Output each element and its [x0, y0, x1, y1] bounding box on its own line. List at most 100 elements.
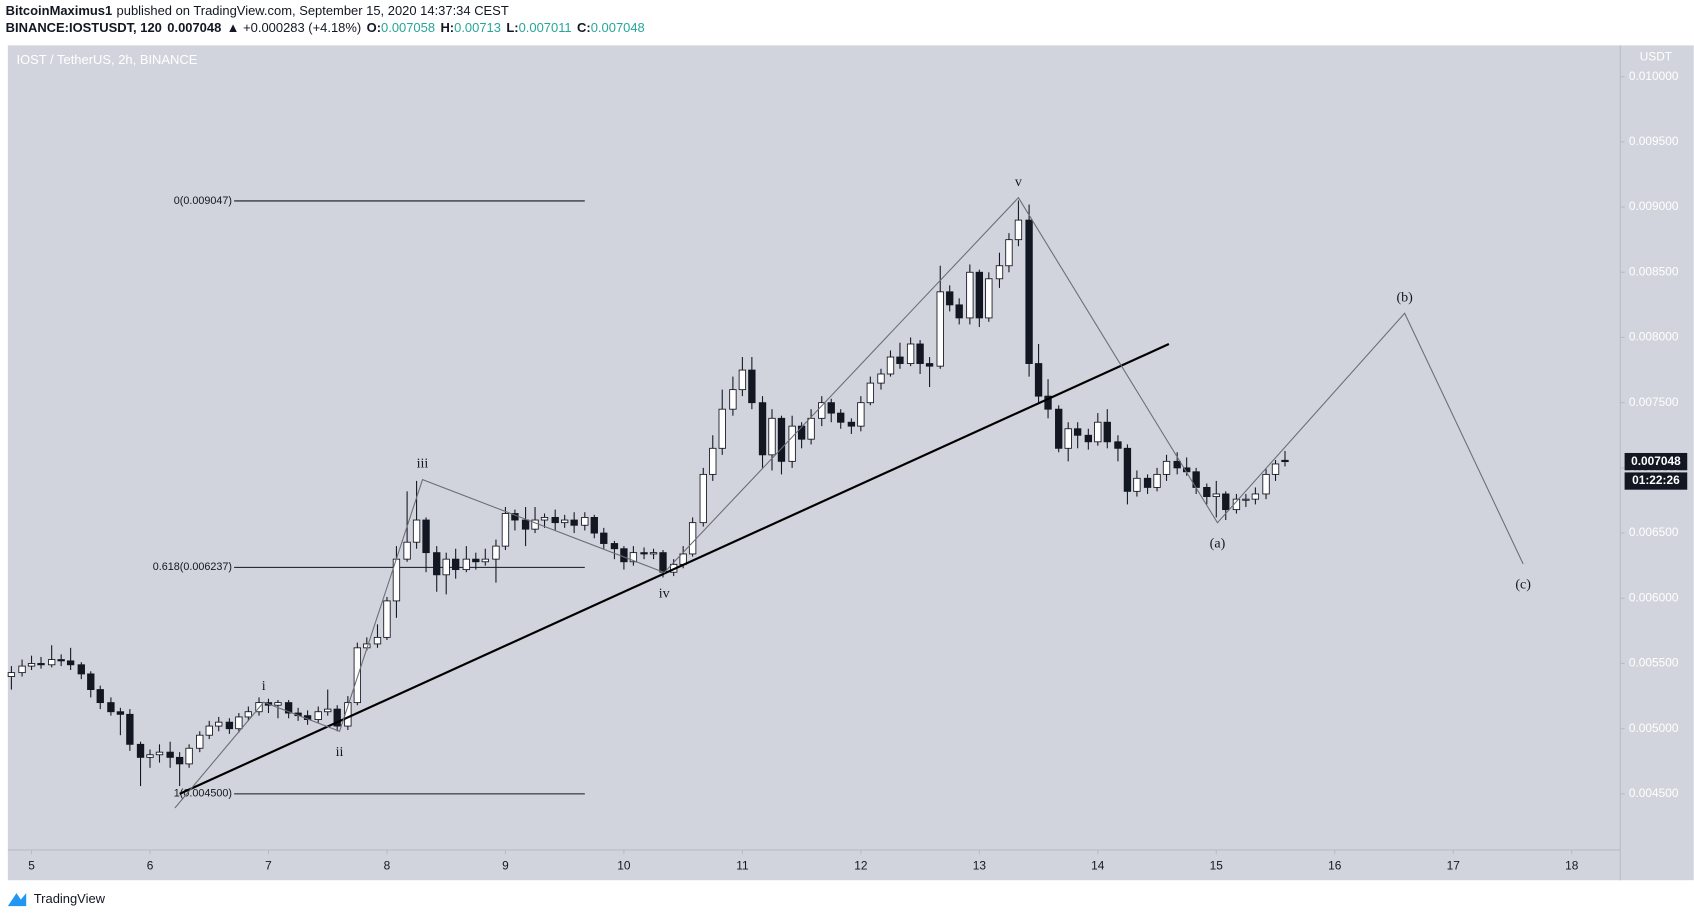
- candle-body: [758, 402, 767, 456]
- candle-body: [403, 541, 411, 560]
- candle-body: [946, 291, 954, 306]
- candle-body: [1251, 493, 1260, 500]
- wave-label: iv: [659, 585, 671, 601]
- c-label: C:: [577, 21, 591, 36]
- candle-body: [373, 636, 382, 645]
- o-label: O:: [367, 21, 381, 36]
- candle-body: [729, 389, 737, 410]
- candle-body: [205, 725, 213, 736]
- x-tick-label: 17: [1447, 858, 1460, 872]
- trendline: [179, 343, 1170, 795]
- candle-body: [235, 716, 243, 730]
- candle-body: [442, 558, 450, 576]
- wave-path: [174, 196, 1524, 809]
- last-price: 0.007048: [167, 21, 221, 36]
- candle-body: [857, 402, 865, 427]
- candle-body: [649, 552, 658, 555]
- close-value: 0.007048: [591, 21, 645, 36]
- candle-body: [155, 751, 164, 756]
- candle-body: [847, 421, 856, 427]
- candle-body: [185, 747, 193, 765]
- x-tick-label: 18: [1565, 858, 1579, 872]
- y-tick-label: 0.009000: [1629, 199, 1679, 213]
- candle-body: [284, 702, 293, 714]
- candle-body: [1153, 473, 1161, 488]
- candle-body: [827, 402, 835, 414]
- candle-body: [1271, 463, 1280, 475]
- candle-body: [659, 552, 667, 573]
- candle-body: [196, 734, 204, 749]
- candle-body: [1114, 441, 1122, 449]
- x-tick-label: 13: [973, 858, 987, 872]
- fib-label: 0.618(0.006237): [153, 561, 232, 573]
- candle-body: [629, 552, 638, 563]
- candle-body: [1281, 459, 1289, 463]
- y-tick-label: 0.006500: [1629, 525, 1679, 539]
- candle-body: [57, 659, 65, 662]
- candle-body: [966, 271, 974, 319]
- y-tick-label: 0.005000: [1629, 721, 1679, 735]
- wave-label: i: [262, 678, 266, 694]
- candle-body: [422, 519, 430, 554]
- logo: TradingView: [7, 891, 106, 907]
- candle-body: [146, 754, 154, 758]
- candle-body: [777, 417, 786, 462]
- logo-icon: [7, 893, 27, 907]
- candle-body: [314, 711, 322, 720]
- x-tick-label: 16: [1328, 858, 1342, 872]
- candle-body: [620, 548, 628, 563]
- wave-label: ii: [336, 744, 344, 760]
- candle-body: [1044, 395, 1052, 410]
- candle-body: [560, 519, 569, 524]
- open-value: 0.007058: [381, 21, 435, 36]
- candle-body: [1203, 487, 1211, 497]
- logo-text: TradingView: [34, 891, 106, 906]
- candle-body: [353, 647, 362, 704]
- wave-label: iii: [417, 456, 429, 472]
- candle-body: [788, 425, 796, 462]
- candle-body: [818, 402, 826, 419]
- y-tick-label: 0.007500: [1629, 395, 1679, 409]
- candle-body: [1084, 434, 1093, 443]
- candle-body: [116, 711, 125, 715]
- candle-body: [768, 417, 776, 456]
- candle-body: [433, 552, 441, 576]
- header-line-1: BitcoinMaximus1 published on TradingView.…: [6, 3, 509, 18]
- candle-body: [699, 473, 707, 524]
- candle-body: [96, 689, 104, 704]
- wave-label: (b): [1396, 289, 1413, 305]
- countdown-label: 01:22:26: [1632, 473, 1680, 487]
- x-tick-label: 7: [265, 858, 272, 872]
- header-line-2: BINANCE:IOSTUSDT, 120 0.007048 ▲ +0.000283…: [6, 21, 645, 36]
- candle-body: [581, 516, 589, 526]
- candle-body: [175, 756, 184, 765]
- candle-body: [1162, 460, 1171, 475]
- candle-body: [274, 702, 282, 706]
- candle-body: [66, 660, 75, 666]
- published: published on TradingView.com, September …: [117, 3, 509, 18]
- wave-label: (a): [1210, 536, 1226, 552]
- candle-body: [718, 408, 726, 449]
- candle-body: [738, 369, 747, 391]
- x-tick-label: 11: [736, 858, 749, 872]
- candle-body: [985, 278, 993, 319]
- candle-body: [797, 425, 806, 440]
- candle-body: [462, 558, 471, 571]
- candle-body: [521, 519, 530, 530]
- x-tick-label: 6: [147, 858, 154, 872]
- candle-body: [48, 659, 56, 666]
- symbol: BINANCE:IOSTUSDT, 120: [6, 21, 162, 36]
- candle-body: [1034, 363, 1043, 397]
- l-label: L:: [506, 21, 518, 36]
- candle-body: [481, 558, 489, 563]
- candle-body: [688, 522, 697, 555]
- high-value: 0.00713: [454, 21, 501, 36]
- candle-body: [1242, 498, 1250, 501]
- candle-body: [136, 743, 145, 758]
- candle-body: [244, 711, 253, 718]
- candle-body: [107, 702, 115, 713]
- candle-body: [610, 543, 619, 550]
- candle-body: [540, 516, 549, 521]
- price-tag-label: 0.007048: [1631, 454, 1681, 468]
- candle-body: [7, 672, 16, 677]
